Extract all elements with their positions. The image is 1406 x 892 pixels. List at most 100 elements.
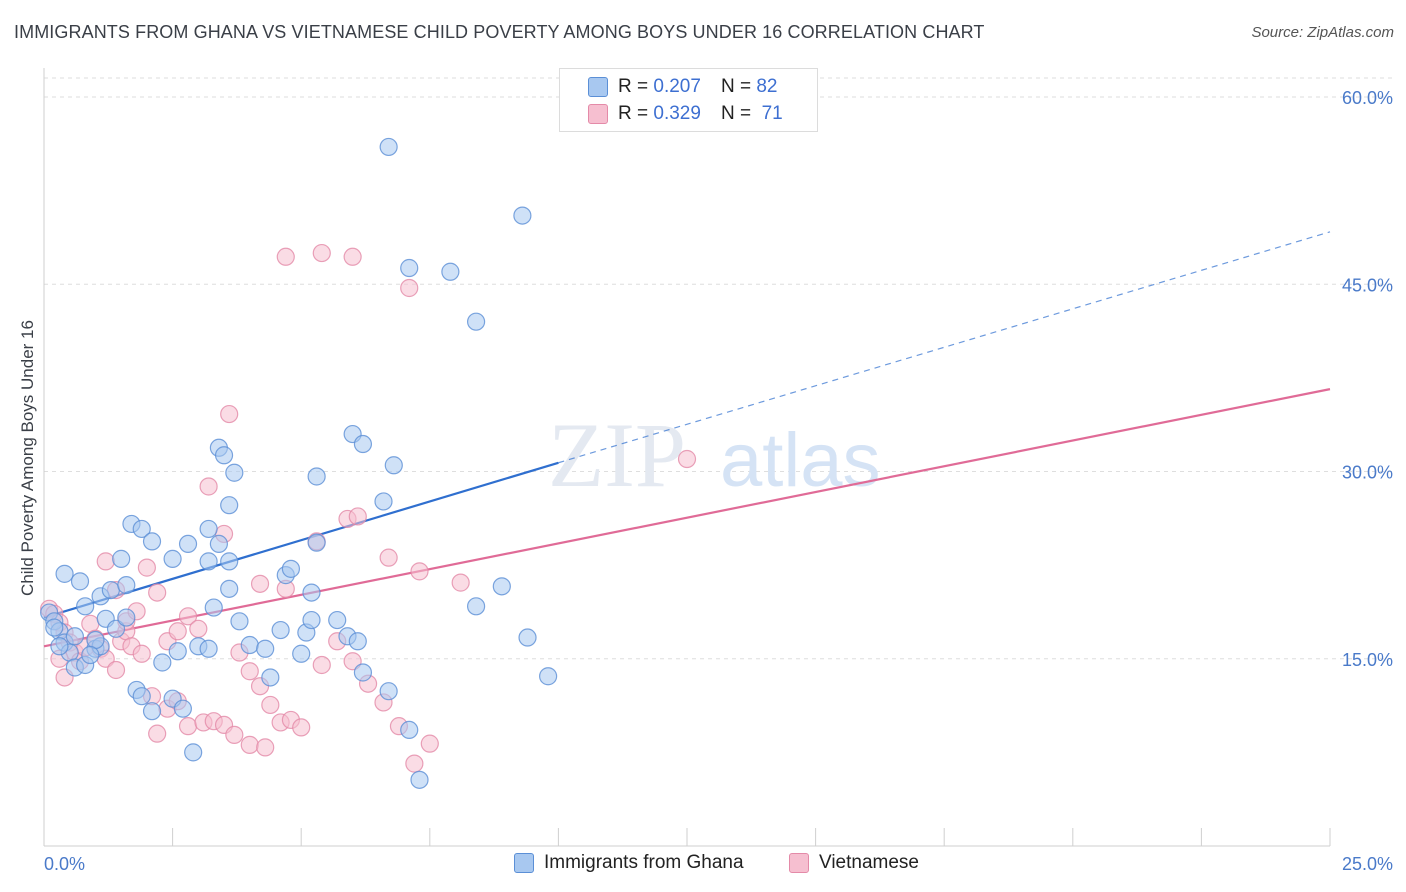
ghana-point [70,572,90,591]
ghana-point [271,620,290,640]
series-legend: Immigrants from Ghana Vietnamese [0,852,1406,878]
vietnamese-point [178,717,198,736]
ghana-point [184,743,203,762]
vietnamese-point [379,548,398,567]
ghana-point [466,312,486,331]
legend-n-value: 71 [761,103,783,124]
vietnamese-point [96,552,115,571]
legend-n-value: 82 [756,76,778,97]
vietnamese-point [148,724,167,743]
ghana-point [199,552,218,571]
vietnamese-legend-swatch [789,853,809,873]
legend-r-label: R = [618,76,649,97]
ghana-point [513,206,532,225]
ghana-point [168,642,187,661]
ghana-trend-extension [558,231,1331,464]
vietnamese-point [168,622,187,641]
series-legend-label: Immigrants from Ghana [544,852,744,873]
series-legend-vietnamese[interactable]: Vietnamese [789,852,919,874]
watermark-zip: ZIP [548,404,686,506]
vietnamese-point [240,662,259,681]
ghana-point [307,533,326,552]
ghana-point [307,467,326,486]
vietnamese-point [312,655,331,675]
ghana-point [261,668,280,687]
ghana-legend-swatch [514,853,534,873]
ghana-point [328,610,347,630]
ghana-point [50,637,69,656]
vietnamese-point [250,574,270,593]
series-legend-label: Vietnamese [819,852,919,873]
ghana-point [117,608,136,627]
ghana-point [106,619,126,638]
ghana-point [153,653,172,672]
vietnamese-point [677,449,697,469]
ghana-point [518,628,537,647]
y-tick-labels: 15.0% 30.0% 45.0% 60.0% [1342,88,1393,670]
ghana-point [214,446,234,465]
vietnamese-point [106,660,126,680]
ghana-point [230,612,249,631]
vietnamese-point [225,725,244,744]
ghana-point [199,639,218,658]
ghana-point [55,564,74,583]
ghana-point [302,610,321,630]
ghana-point [292,644,311,663]
legend-r-value: 0.207 [653,76,701,97]
vietnamese-point [405,754,424,773]
vietnamese-point [348,507,367,526]
ghana-point [220,552,239,571]
y-tick-label: 45.0% [1342,275,1393,295]
y-tick-label: 15.0% [1342,650,1393,670]
source-label: Source: ZipAtlas.com [1251,24,1394,41]
axes [43,68,1331,847]
vietnamese-point [240,735,259,754]
legend-n-label: N = [720,103,752,124]
ghana-point [209,534,228,554]
legend-r-label: R = [618,103,649,124]
vietnamese-point [400,278,419,298]
ghana-point [302,583,321,602]
vietnamese-point [132,644,151,663]
y-axis-label: Child Poverty Among Boys Under 16 [18,320,37,596]
x-tick-label: 25.0% [1342,854,1393,874]
ghana-point [132,687,151,706]
vietnamese-point [199,477,218,496]
ghana-point [384,456,403,475]
ghana-point [76,597,95,616]
ghana-point [45,618,64,637]
ghana-point [410,770,429,789]
y-tick-label: 30.0% [1342,463,1393,483]
ghana-point [112,549,131,568]
ghana-point [539,667,558,686]
ghana-point [173,699,192,718]
chart-title: IMMIGRANTS FROM GHANA VS VIETNAMESE CHIL… [14,22,985,42]
ghana-point [400,720,419,740]
x-tick-label: 0.0% [44,854,85,874]
vietnamese-point [261,695,280,715]
ghana-point [199,519,218,539]
ghana-point [65,627,84,646]
vietnamese-point [410,562,429,581]
vietnamese-point [343,247,362,266]
ghana-point [81,645,100,665]
ghana-point [400,258,419,278]
ghana-point [379,137,398,157]
ghana-point [353,663,373,682]
vietnamese-point [137,558,156,577]
series-legend-ghana[interactable]: Immigrants from Ghana [514,852,744,874]
ghana-point [256,639,275,658]
ghana-point [142,532,162,551]
vietnamese-trend-line [43,388,1331,648]
ghana-point [117,575,136,595]
ghana-point [142,702,162,721]
ghana-point [353,434,373,454]
legend-r-value: 0.329 [653,103,701,124]
vietnamese-point [178,607,198,626]
vietnamese-point [312,243,331,263]
vietnamese-point [256,738,275,757]
vietnamese-point [220,404,239,424]
ghana-point [379,682,398,701]
ghana-point [101,580,120,600]
ghana-point [204,598,223,617]
